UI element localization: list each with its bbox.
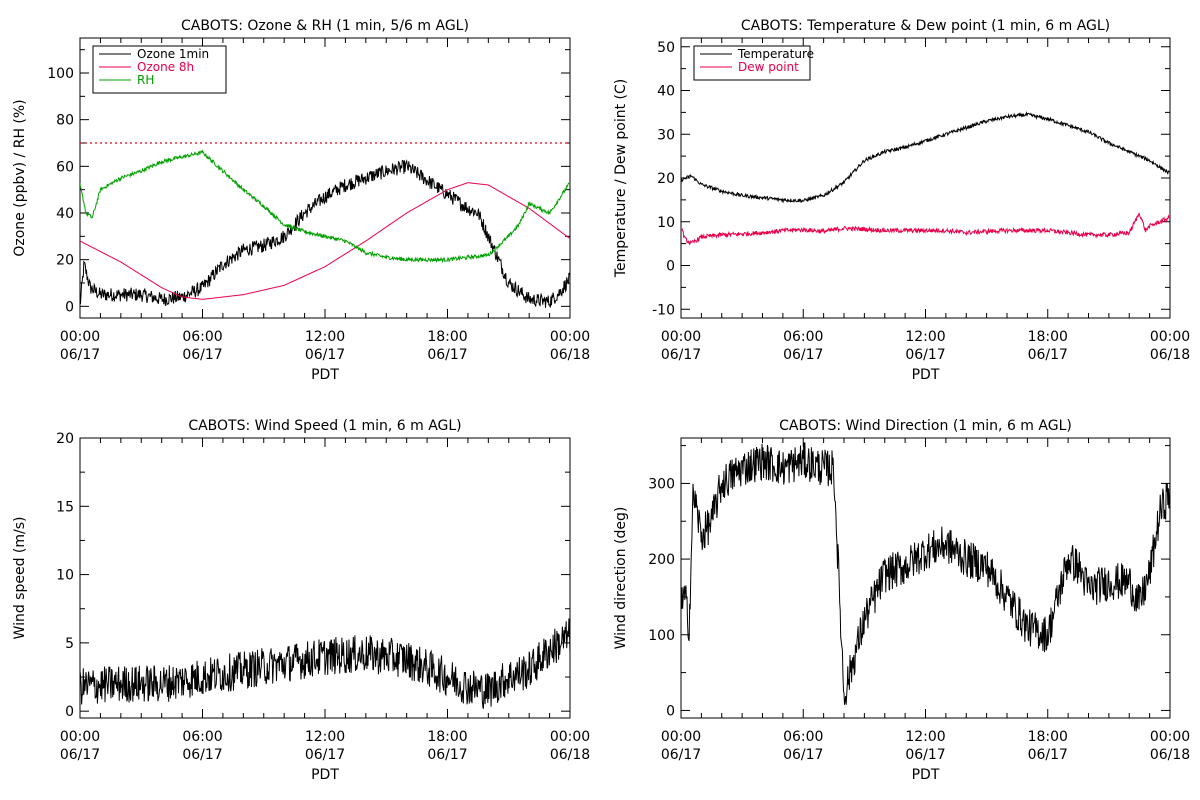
x-tick-date: 06/17: [305, 747, 345, 763]
series-line-1: [681, 111, 1170, 204]
x-tick-time: 12:00: [305, 329, 345, 345]
y-tick-label: 60: [56, 159, 74, 175]
series-line-1: [80, 159, 570, 308]
legend-entry: Ozone 1min: [137, 47, 209, 61]
x-tick-date: 06/17: [60, 747, 100, 763]
y-tick-label: 300: [648, 476, 675, 492]
y-tick-label: 5: [65, 636, 74, 652]
chart-panel-4: CABOTS: Wind Direction (1 min, 6 m AGL) 0…: [613, 418, 1190, 783]
chart-panel-1: CABOTS: Ozone & RH (1 min, 5/6 m AGL) 0 20…: [12, 18, 590, 383]
x-tick-time: 00:00: [661, 729, 701, 745]
x-tick-date: 06/18: [550, 747, 590, 763]
x-tick-date: 06/17: [783, 747, 823, 763]
legend-entry: Temperature: [737, 47, 814, 61]
y-tick-label: -10: [652, 302, 675, 318]
x-tick-time: 12:00: [905, 329, 945, 345]
y-tick-label: 0: [666, 703, 675, 719]
legend-entry: RH: [137, 73, 154, 87]
chart-title: CABOTS: Temperature & Dew point (1 min, …: [741, 18, 1110, 34]
x-tick-date: 06/17: [661, 347, 701, 363]
x-tick-date: 06/17: [1028, 347, 1068, 363]
chart-title: CABOTS: Ozone & RH (1 min, 5/6 m AGL): [181, 18, 469, 34]
x-tick-time: 06:00: [182, 729, 222, 745]
x-tick-time: 06:00: [783, 729, 823, 745]
series-line-3: [80, 149, 570, 264]
x-tick-date: 06/17: [182, 347, 222, 363]
series-line-2: [80, 182, 570, 300]
y-tick-label: 0: [65, 704, 74, 720]
x-tick-date: 06/17: [905, 747, 945, 763]
y-tick-label: 10: [657, 215, 675, 231]
x-tick-date: 06/17: [905, 347, 945, 363]
x-tick-time: 12:00: [905, 729, 945, 745]
x-tick-time: 18:00: [1028, 329, 1068, 345]
y-tick-label: 50: [657, 40, 675, 56]
y-tick-label: 40: [56, 206, 74, 222]
series-line-2: [681, 212, 1170, 246]
x-tick-date: 06/17: [1028, 747, 1068, 763]
y-tick-label: 200: [648, 552, 675, 568]
y-axis-label: Ozone (ppbv) / RH (%): [12, 99, 28, 256]
x-tick-time: 00:00: [1150, 729, 1190, 745]
series-line-1: [681, 442, 1170, 705]
x-tick-time: 00:00: [550, 329, 590, 345]
y-axis-label: Wind speed (m/s): [12, 517, 28, 640]
x-tick-date: 06/17: [305, 347, 345, 363]
x-tick-time: 18:00: [1028, 729, 1068, 745]
x-axis-label: PDT: [311, 767, 339, 783]
chart-panel-3: CABOTS: Wind Speed (1 min, 6 m AGL) 0 5 10 1…: [12, 418, 590, 783]
series-line-1: [80, 618, 570, 709]
chart-title: CABOTS: Wind Direction (1 min, 6 m AGL): [779, 418, 1072, 434]
x-tick-date: 06/18: [550, 347, 590, 363]
y-tick-label: 100: [47, 66, 74, 82]
y-tick-label: 40: [657, 84, 675, 100]
x-tick-time: 12:00: [305, 729, 345, 745]
x-tick-date: 06/17: [427, 347, 467, 363]
y-axis-label: Temperature / Dew point (C): [613, 79, 629, 278]
x-axis-label: PDT: [912, 767, 940, 783]
x-tick-date: 06/17: [182, 747, 222, 763]
y-tick-label: 10: [56, 568, 74, 584]
y-tick-label: 0: [666, 259, 675, 275]
x-tick-time: 18:00: [427, 729, 467, 745]
x-tick-date: 06/18: [1150, 347, 1190, 363]
x-tick-time: 06:00: [783, 329, 823, 345]
y-tick-label: 100: [648, 628, 675, 644]
chart-title: CABOTS: Wind Speed (1 min, 6 m AGL): [188, 418, 461, 434]
x-tick-date: 06/17: [783, 347, 823, 363]
x-tick-time: 00:00: [60, 329, 100, 345]
y-tick-label: 20: [657, 171, 675, 187]
x-tick-time: 00:00: [550, 729, 590, 745]
x-tick-time: 00:00: [1150, 329, 1190, 345]
chart-panel-2: CABOTS: Temperature & Dew point (1 min, …: [613, 18, 1190, 383]
legend-box: [693, 45, 811, 81]
y-tick-label: 30: [657, 127, 675, 143]
x-tick-date: 06/18: [1150, 747, 1190, 763]
y-axis-label: Wind direction (deg): [613, 507, 629, 650]
x-axis-label: PDT: [311, 367, 339, 383]
legend-entry: Dew point: [738, 60, 799, 74]
x-tick-time: 00:00: [661, 329, 701, 345]
legend-entry: Ozone 8h: [137, 60, 194, 74]
y-tick-label: 80: [56, 113, 74, 129]
x-tick-date: 06/17: [661, 747, 701, 763]
x-tick-time: 00:00: [60, 729, 100, 745]
x-tick-time: 06:00: [182, 329, 222, 345]
x-tick-date: 06/17: [60, 347, 100, 363]
y-tick-label: 15: [56, 499, 74, 515]
y-tick-label: 0: [65, 299, 74, 315]
y-tick-label: 20: [56, 431, 74, 447]
x-axis-label: PDT: [912, 367, 940, 383]
y-tick-label: 20: [56, 253, 74, 269]
x-tick-time: 18:00: [427, 329, 467, 345]
x-tick-date: 06/17: [427, 747, 467, 763]
